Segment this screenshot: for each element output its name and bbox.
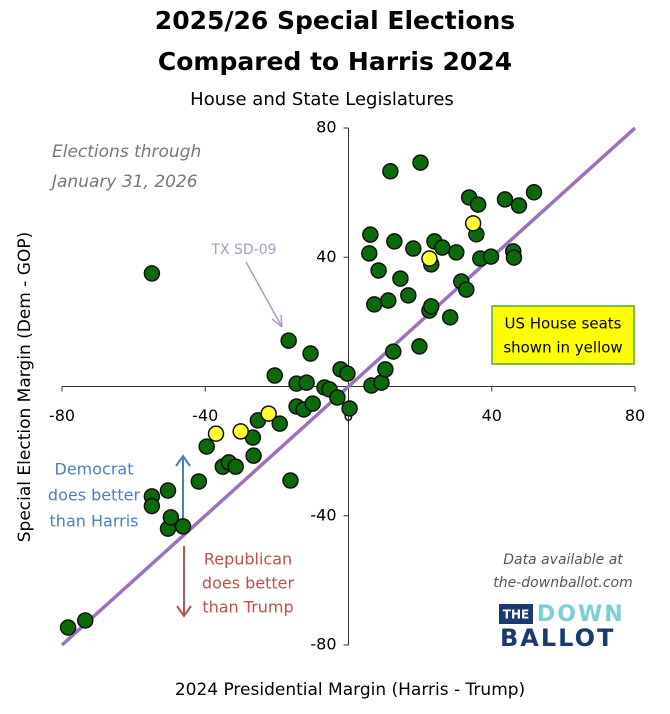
chart-title: Compared to Harris 2024 xyxy=(158,47,512,76)
annotation-box xyxy=(491,305,635,365)
point xyxy=(366,296,383,313)
point xyxy=(77,612,94,629)
y-tick-label: 40 xyxy=(316,247,336,266)
point xyxy=(198,438,215,455)
y-axis-label: Special Election Margin (Dem - GOP) xyxy=(15,232,35,542)
chart-title: 2025/26 Special Elections xyxy=(155,6,515,35)
annotation-arrow xyxy=(176,546,192,618)
parity-line xyxy=(60,126,637,647)
point xyxy=(464,215,482,232)
annotation: Republican xyxy=(204,550,292,569)
x-tick-label: 40 xyxy=(482,406,502,425)
x-tick-label: 80 xyxy=(625,406,645,425)
point xyxy=(441,309,459,326)
point xyxy=(412,154,429,171)
point xyxy=(370,262,387,279)
point xyxy=(59,619,77,636)
annotation: Elections through xyxy=(52,142,201,162)
annotation: does better xyxy=(48,486,141,505)
x-axis-label: 2024 Presidential Margin (Harris - Trump… xyxy=(175,680,525,700)
logo-text: BALLOT xyxy=(500,624,615,652)
point xyxy=(245,447,262,464)
point xyxy=(421,250,438,267)
annotation-arrow xyxy=(175,454,191,530)
point xyxy=(341,400,358,417)
point xyxy=(190,473,208,490)
point xyxy=(392,270,409,287)
y-tick-label: -80 xyxy=(310,635,336,654)
annotation: Data available at xyxy=(503,552,623,568)
point xyxy=(207,425,225,442)
x-tick-label: -80 xyxy=(49,406,75,425)
point xyxy=(448,244,465,261)
point xyxy=(298,374,315,391)
annotation: Democrat xyxy=(55,460,134,479)
point xyxy=(382,163,399,180)
point xyxy=(496,191,514,208)
point xyxy=(380,292,397,309)
logo-box xyxy=(499,604,533,624)
point xyxy=(280,332,297,349)
point xyxy=(405,240,422,257)
annotation: TX SD-09 xyxy=(210,242,276,258)
x-tick-label: -40 xyxy=(192,406,218,425)
point xyxy=(174,518,192,535)
point xyxy=(143,265,161,282)
point xyxy=(400,287,417,304)
point xyxy=(362,226,379,243)
annotation: than Trump xyxy=(202,598,293,617)
annotation: the-downballot.com xyxy=(493,575,632,591)
point xyxy=(469,196,487,213)
point xyxy=(159,482,177,499)
point xyxy=(232,423,249,440)
point xyxy=(266,367,283,384)
annotation: shown in yellow xyxy=(503,339,622,357)
point xyxy=(377,361,394,378)
point xyxy=(304,395,321,412)
point xyxy=(260,405,277,422)
point xyxy=(162,509,180,526)
point xyxy=(510,197,528,214)
point xyxy=(361,245,378,262)
point xyxy=(386,233,403,250)
point xyxy=(302,345,319,362)
point xyxy=(385,343,402,360)
logo-text: THE xyxy=(503,608,529,622)
annotation-arrow xyxy=(245,261,283,328)
logo-text: DOWN xyxy=(537,602,625,627)
point xyxy=(482,248,500,265)
point xyxy=(143,497,161,515)
point xyxy=(282,472,299,489)
point xyxy=(411,338,428,355)
point xyxy=(458,281,475,298)
annotation: does better xyxy=(202,574,295,593)
point xyxy=(505,249,523,266)
annotation-arrow xyxy=(271,314,283,328)
point xyxy=(227,458,244,475)
point xyxy=(271,415,288,432)
y-tick-label: -40 xyxy=(310,505,336,524)
point xyxy=(339,365,356,382)
point xyxy=(434,239,451,256)
annotation: US House seats xyxy=(505,315,622,333)
logo: THE DOWN BALLOT xyxy=(499,602,625,652)
y-tick-label: 80 xyxy=(316,118,336,137)
annotation: January 31, 2026 xyxy=(49,172,198,192)
annotation: than Harris xyxy=(50,512,139,531)
point xyxy=(422,298,440,315)
point xyxy=(525,184,543,201)
chart-subtitle: House and State Legislatures xyxy=(190,89,454,110)
point xyxy=(329,389,346,406)
